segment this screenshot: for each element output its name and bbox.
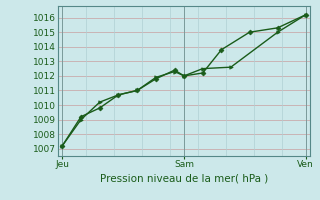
X-axis label: Pression niveau de la mer( hPa ): Pression niveau de la mer( hPa ) bbox=[100, 173, 268, 183]
